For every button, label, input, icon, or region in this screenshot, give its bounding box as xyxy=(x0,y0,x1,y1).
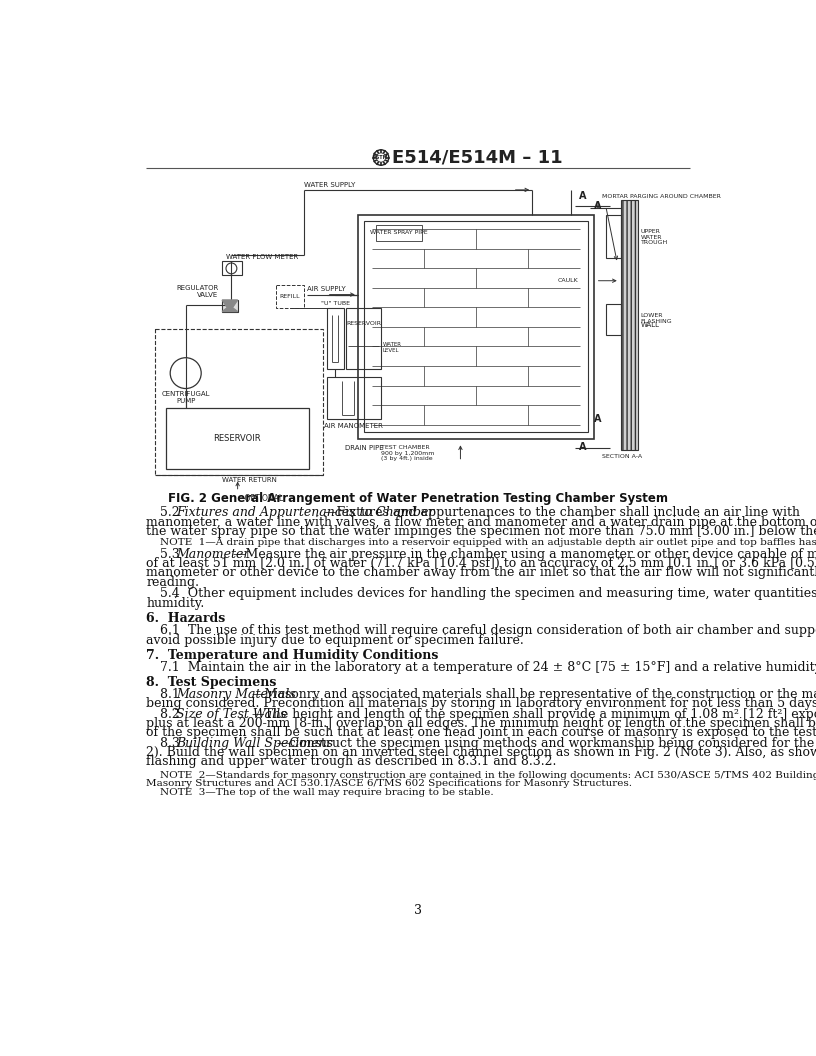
Bar xyxy=(375,225,422,241)
Bar xyxy=(326,377,381,419)
Text: 6.  Hazards: 6. Hazards xyxy=(146,612,225,625)
Text: humidity.: humidity. xyxy=(146,597,205,610)
Text: CENTRIFUGAL
PUMP: CENTRIFUGAL PUMP xyxy=(162,391,210,403)
Text: —Fixtures and appurtenances to the chamber shall include an air line with: —Fixtures and appurtenances to the chamb… xyxy=(324,506,800,520)
Text: 3: 3 xyxy=(415,904,422,917)
Text: A: A xyxy=(594,414,602,425)
Text: 8.2: 8.2 xyxy=(160,708,184,720)
Text: 7.  Temperature and Humidity Conditions: 7. Temperature and Humidity Conditions xyxy=(146,649,438,662)
Text: plus at least a 200-mm [8-in.] overlap on all edges. The minimum height or lengt: plus at least a 200-mm [8-in.] overlap o… xyxy=(146,717,816,730)
Text: Masonry Structures and ACI 530.1/ASCE 6/TMS 602 Specifications for Masonry Struc: Masonry Structures and ACI 530.1/ASCE 6/… xyxy=(146,778,632,788)
Text: CAULK: CAULK xyxy=(558,278,579,283)
Text: manometer, a water line with valves, a flow meter and manometer and a water drai: manometer, a water line with valves, a f… xyxy=(146,515,816,529)
Text: SECTION A-A: SECTION A-A xyxy=(602,454,642,459)
Text: WALL: WALL xyxy=(641,322,659,328)
Text: —Measure the air pressure in the chamber using a manometer or other device capab: —Measure the air pressure in the chamber… xyxy=(233,548,816,561)
Text: 5.3: 5.3 xyxy=(160,548,184,561)
Text: manometer or other device to the chamber away from the air inlet so that the air: manometer or other device to the chamber… xyxy=(146,566,816,580)
Bar xyxy=(605,304,621,335)
Text: 7.1  Maintain the air in the laboratory at a temperature of 24 ± 8°C [75 ± 15°F]: 7.1 Maintain the air in the laboratory a… xyxy=(160,661,816,674)
Text: NOTE  3—The top of the wall may require bracing to be stable.: NOTE 3—The top of the wall may require b… xyxy=(160,788,494,797)
Bar xyxy=(357,215,594,438)
Text: —Masonry and associated materials shall be representative of the construction or: —Masonry and associated materials shall … xyxy=(251,689,816,701)
Text: WATER
LEVEL: WATER LEVEL xyxy=(383,342,401,353)
Text: 2). Build the wall specimen on an inverted steel channel section as shown in Fig: 2). Build the wall specimen on an invert… xyxy=(146,746,816,759)
Text: the water spray pipe so that the water impinges the specimen not more than 75.0 : the water spray pipe so that the water i… xyxy=(146,525,816,539)
Text: UPPER
WATER
TROUGH: UPPER WATER TROUGH xyxy=(641,229,667,245)
Text: 6.1  The use of this test method will require careful design consideration of bo: 6.1 The use of this test method will req… xyxy=(160,624,816,637)
Bar xyxy=(621,200,638,450)
Text: 5.2: 5.2 xyxy=(160,506,184,520)
Text: —The height and length of the specimen shall provide a minimum of 1.08 m² [12 ft: —The height and length of the specimen s… xyxy=(251,708,816,720)
Text: RESERVOIR: RESERVOIR xyxy=(346,321,381,325)
Text: Size of Test Walls: Size of Test Walls xyxy=(176,708,287,720)
Text: AIR MANOMETER: AIR MANOMETER xyxy=(325,423,384,429)
Text: Manometer: Manometer xyxy=(176,548,250,561)
Bar xyxy=(277,284,304,307)
Text: FIG. 2 General Arrangement of Water Penetration Testing Chamber System: FIG. 2 General Arrangement of Water Pene… xyxy=(168,492,668,506)
Text: RESERVOIR: RESERVOIR xyxy=(214,434,261,444)
Bar xyxy=(346,307,381,370)
Text: —OPTIONAL: —OPTIONAL xyxy=(237,494,284,503)
Text: Fixtures and Appurtenances to Chamber: Fixtures and Appurtenances to Chamber xyxy=(176,506,435,520)
Text: avoid possible injury due to equipment or specimen failure.: avoid possible injury due to equipment o… xyxy=(146,634,524,646)
Text: AIR SUPPLY: AIR SUPPLY xyxy=(308,286,346,293)
Text: 5.4  Other equipment includes devices for handling the specimen and measuring ti: 5.4 Other equipment includes devices for… xyxy=(160,587,816,601)
Text: —Construct the specimen using methods and workmanship being considered for the w: —Construct the specimen using methods an… xyxy=(277,737,816,750)
Text: ASTM: ASTM xyxy=(373,155,388,161)
Text: WATER RETURN: WATER RETURN xyxy=(222,477,277,483)
Text: of the specimen shall be such that at least one head joint in each course of mas: of the specimen shall be such that at le… xyxy=(146,727,816,739)
Bar xyxy=(326,307,344,370)
Text: NOTE  1—A drain pipe that discharges into a reservoir equipped with an adjustabl: NOTE 1—A drain pipe that discharges into… xyxy=(160,538,816,547)
Text: REFILL: REFILL xyxy=(280,294,300,299)
Text: DRAIN PIPE: DRAIN PIPE xyxy=(345,445,384,451)
Text: E514/E514M – 11: E514/E514M – 11 xyxy=(392,149,562,167)
Text: MORTAR PARGING AROUND CHAMBER: MORTAR PARGING AROUND CHAMBER xyxy=(602,193,721,199)
Bar xyxy=(155,329,323,475)
Text: Masonry Materials: Masonry Materials xyxy=(176,689,296,701)
Text: Building Wall Specimens: Building Wall Specimens xyxy=(176,737,334,750)
Text: TEST CHAMBER
900 by 1,200mm
(3 by 4ft.) inside: TEST CHAMBER 900 by 1,200mm (3 by 4ft.) … xyxy=(381,445,434,461)
Bar xyxy=(222,300,237,312)
Polygon shape xyxy=(222,306,237,312)
Text: WATER SUPPLY: WATER SUPPLY xyxy=(304,182,355,188)
Text: "U" TUBE: "U" TUBE xyxy=(321,301,350,306)
Text: WATER FLOW METER: WATER FLOW METER xyxy=(226,253,299,260)
Text: A: A xyxy=(579,191,586,202)
Text: 8.1: 8.1 xyxy=(160,689,184,701)
Text: flashing and upper water trough as described in 8.3.1 and 8.3.2.: flashing and upper water trough as descr… xyxy=(146,755,557,769)
Text: A: A xyxy=(594,201,602,211)
Text: being considered. Precondition all materials by storing in laboratory environmen: being considered. Precondition all mater… xyxy=(146,697,816,711)
Text: NOTE  2—Standards for masonry construction are contained in the following docume: NOTE 2—Standards for masonry constructio… xyxy=(160,771,816,780)
Text: LOWER
FLASHING: LOWER FLASHING xyxy=(641,313,672,324)
Bar xyxy=(364,222,588,432)
Bar xyxy=(166,408,309,469)
Bar xyxy=(222,262,242,276)
Text: REGULATOR
VALVE: REGULATOR VALVE xyxy=(176,285,218,299)
Bar xyxy=(605,215,621,258)
Text: reading.: reading. xyxy=(146,576,199,589)
Text: WATER SPRAY PIPE: WATER SPRAY PIPE xyxy=(370,230,428,235)
Text: of at least 51 mm [2.0 in.] of water (71.7 kPa [10.4 psf]) to an accuracy of 2.5: of at least 51 mm [2.0 in.] of water (71… xyxy=(146,557,816,570)
Text: A: A xyxy=(579,442,586,452)
Text: 8.3: 8.3 xyxy=(160,737,184,750)
Polygon shape xyxy=(222,300,237,312)
Text: 8.  Test Specimens: 8. Test Specimens xyxy=(146,676,277,690)
